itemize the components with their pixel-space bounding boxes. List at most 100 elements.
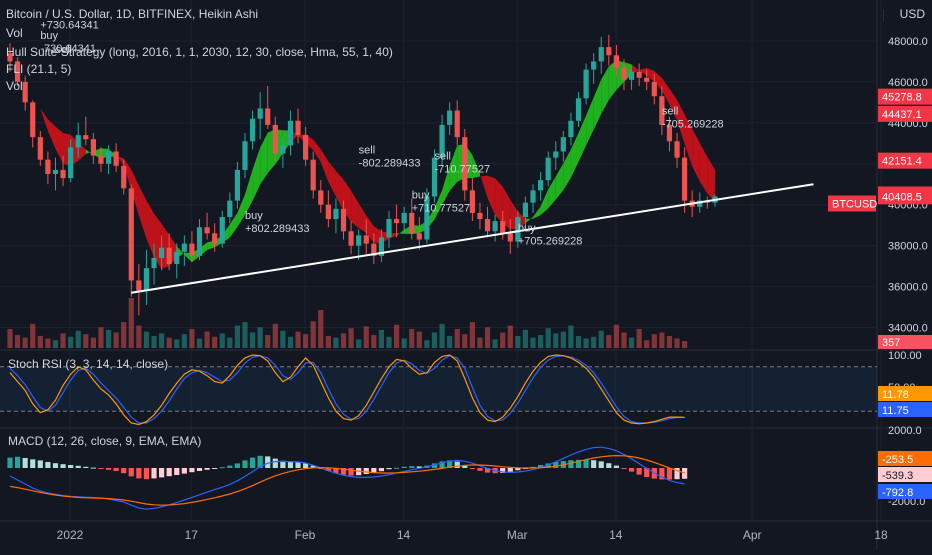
stoch-k-value: 11.78 xyxy=(882,389,909,401)
macd-histogram-bar xyxy=(401,466,407,468)
volume-bar xyxy=(363,326,369,348)
y-tick-label: 34000.0 xyxy=(888,323,928,335)
candle-body xyxy=(159,247,165,258)
candle-body xyxy=(14,61,21,82)
macd-histogram-bar xyxy=(37,460,43,468)
trade-label: sell xyxy=(662,106,679,118)
hull-band-segment xyxy=(449,145,458,191)
macd-histogram-bar xyxy=(196,468,203,471)
hull-band-segment xyxy=(396,229,405,236)
price-label-text: 45278.8 xyxy=(882,92,922,104)
macd-histogram-bar xyxy=(469,468,475,469)
volume-bar xyxy=(575,335,582,348)
macd-histogram-bar xyxy=(568,460,574,468)
volume-bar xyxy=(143,331,150,348)
x-tick-label: 14 xyxy=(397,528,411,542)
volume-bar xyxy=(651,334,657,348)
hull-band-segment xyxy=(328,161,336,197)
volume-bar xyxy=(189,329,195,348)
macd-histogram-bar xyxy=(484,468,491,473)
volume-bar xyxy=(500,332,506,348)
volume-bar xyxy=(280,330,286,348)
hull-band-segment xyxy=(146,200,155,258)
macd-histogram-bar xyxy=(666,468,673,480)
volume-bar xyxy=(249,332,256,348)
volume-bar xyxy=(128,298,134,348)
volume-bar xyxy=(507,325,513,348)
volume-bar xyxy=(682,341,688,348)
y-tick-label: 38000.0 xyxy=(888,241,928,253)
hull-band-segment xyxy=(313,139,321,163)
volume-bar xyxy=(348,328,354,348)
macd-histogram-bar xyxy=(151,468,157,479)
macd-histogram-bar xyxy=(575,459,582,468)
macd-label: MACD (12, 26, close, 9, EMA, EMA) xyxy=(8,434,201,448)
candle-body xyxy=(371,243,377,256)
volume-bar xyxy=(598,330,604,348)
macd-histogram-bar xyxy=(454,461,460,468)
candle-body xyxy=(37,137,43,160)
candle-body xyxy=(310,159,316,191)
hull-band-segment xyxy=(32,95,41,109)
macd-histogram-bar xyxy=(68,465,74,468)
macd-histogram-bar xyxy=(295,462,301,468)
hull-band-segment xyxy=(366,215,374,243)
hull-band-segment xyxy=(495,178,503,224)
macd-histogram-bar xyxy=(507,468,513,472)
volume-bar xyxy=(484,327,491,348)
macd-histogram-bar xyxy=(83,466,89,468)
macd-histogram-bar xyxy=(416,466,422,468)
volume-bar xyxy=(538,335,544,348)
volume-bar xyxy=(75,330,81,348)
volume-bar xyxy=(265,335,271,348)
hull-band-segment xyxy=(472,155,480,179)
volume-bar xyxy=(409,329,415,348)
chart-title[interactable]: Bitcoin / U.S. Dollar, 1D, BITFINEX, Hei… xyxy=(6,7,259,21)
price-label-box xyxy=(878,105,932,122)
trade-profit-label: -705.269228 xyxy=(662,119,724,131)
macd-histogram-bar xyxy=(303,463,309,468)
hull-band-segment xyxy=(661,78,670,105)
candle-body xyxy=(507,233,513,242)
macd-histogram-bar xyxy=(606,463,612,468)
volume-bar xyxy=(447,335,453,348)
volume-legend[interactable]: Vol xyxy=(6,26,23,40)
macd-histogram-bar xyxy=(159,468,165,478)
candle-body xyxy=(340,208,347,232)
macd-histogram-bar xyxy=(212,468,218,469)
macd-histogram-bar xyxy=(682,468,688,479)
volume-bar xyxy=(439,323,445,348)
candle-body xyxy=(492,221,498,232)
volume-legend-2[interactable]: Vol xyxy=(6,79,23,93)
volume-bar xyxy=(591,336,597,348)
macd-histogram-bar xyxy=(591,460,597,468)
candle-body xyxy=(189,243,195,256)
trade-label: buy xyxy=(245,210,263,222)
trade-profit-label: +710.77527 xyxy=(412,203,470,215)
hull-band-segment xyxy=(608,60,617,100)
volume-bar xyxy=(416,331,422,348)
volume-bar xyxy=(333,337,339,348)
candle-body xyxy=(257,108,263,119)
candle-body xyxy=(121,165,127,189)
volume-bar xyxy=(196,338,203,348)
candle-body xyxy=(113,151,119,166)
macd-hist-value: -539.3 xyxy=(882,470,913,482)
candle-body xyxy=(621,67,627,80)
candle-body xyxy=(363,235,369,244)
macd-histogram-bar xyxy=(90,467,96,469)
fli-legend[interactable]: FLI (21.1, 5) xyxy=(6,62,72,76)
stoch-k-line xyxy=(9,354,685,426)
macd-histogram-bar xyxy=(538,465,544,468)
candle-body xyxy=(636,71,642,78)
currency-label[interactable]: USD xyxy=(899,7,925,21)
candle-body xyxy=(204,227,210,234)
volume-bar xyxy=(545,328,551,348)
volume-bar xyxy=(659,332,665,348)
hull-suite-legend[interactable]: Hull Suite Strategy (long, 2016, 1, 1, 2… xyxy=(6,45,393,59)
hull-band-segment xyxy=(692,128,700,182)
price-label-box xyxy=(828,195,876,212)
candle-body xyxy=(83,135,89,140)
